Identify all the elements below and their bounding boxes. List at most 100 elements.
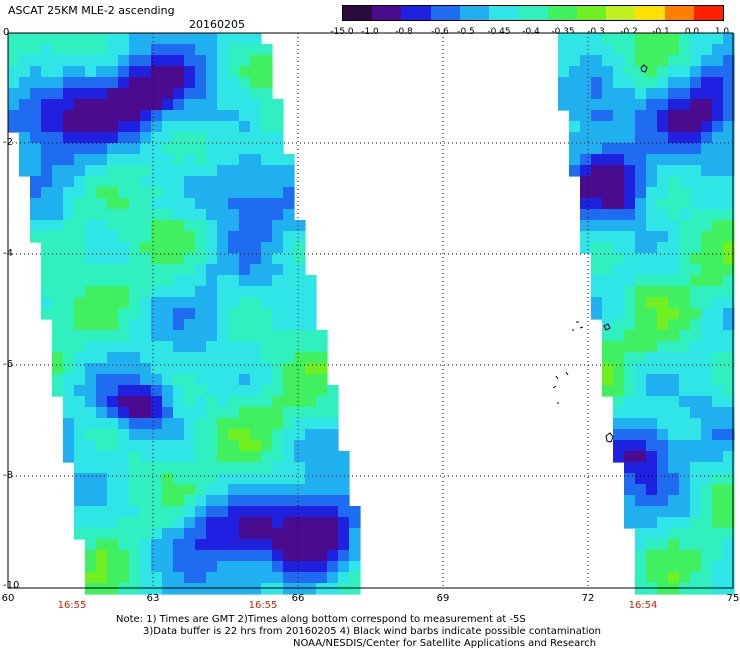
wind-cell — [52, 165, 64, 177]
wind-cell — [239, 88, 251, 100]
colorbar-tick-label: -15.0 — [330, 27, 354, 37]
wind-cell — [151, 451, 163, 463]
wind-cell — [701, 418, 713, 430]
wind-cell — [74, 429, 86, 441]
wind-cell — [85, 297, 97, 309]
wind-cell — [668, 539, 680, 551]
wind-cell — [668, 154, 680, 166]
wind-cell — [635, 44, 647, 56]
wind-cell — [690, 187, 702, 199]
wind-cell — [217, 220, 229, 232]
wind-cell — [657, 539, 669, 551]
wind-cell — [723, 143, 735, 155]
wind-cell — [118, 286, 130, 298]
wind-cell — [690, 517, 702, 529]
wind-cell — [712, 275, 724, 287]
wind-cell — [151, 308, 163, 320]
wind-cell — [283, 583, 295, 595]
wind-cell — [580, 88, 592, 100]
wind-cell — [206, 418, 218, 430]
wind-cell — [646, 242, 658, 254]
wind-cell — [162, 539, 174, 551]
wind-cell — [635, 308, 647, 320]
wind-cell — [52, 253, 64, 265]
wind-cell — [657, 88, 669, 100]
wind-cell — [239, 308, 251, 320]
wind-cell — [261, 407, 273, 419]
wind-cell — [19, 88, 31, 100]
wind-cell — [173, 187, 185, 199]
wind-cell — [690, 286, 702, 298]
wind-cell — [96, 264, 108, 276]
wind-cell — [646, 66, 658, 78]
wind-cell — [635, 572, 647, 584]
wind-cell — [591, 44, 603, 56]
wind-cell — [74, 242, 86, 254]
wind-cell — [206, 110, 218, 122]
wind-cell — [712, 66, 724, 78]
wind-cell — [635, 473, 647, 485]
wind-cell — [129, 462, 141, 474]
wind-cell — [690, 385, 702, 397]
wind-cell — [129, 572, 141, 584]
wind-cell — [723, 286, 735, 298]
wind-cell — [250, 154, 262, 166]
colorbar-tick-label: -0.2 — [620, 27, 638, 37]
wind-cell — [272, 495, 284, 507]
wind-cell — [624, 385, 636, 397]
wind-cell — [712, 583, 724, 595]
wind-cell — [30, 88, 42, 100]
wind-cell — [19, 77, 31, 89]
wind-cell — [261, 198, 273, 210]
wind-cell — [173, 110, 185, 122]
wind-cell — [569, 132, 581, 144]
wind-cell — [250, 286, 262, 298]
wind-cell — [657, 572, 669, 584]
wind-cell — [129, 319, 141, 331]
wind-cell — [206, 363, 218, 375]
wind-cell — [206, 187, 218, 199]
wind-cell — [107, 99, 119, 111]
wind-cell — [173, 220, 185, 232]
wind-cell — [107, 187, 119, 199]
wind-cell — [129, 308, 141, 320]
wind-cell — [19, 121, 31, 133]
wind-cell — [63, 154, 75, 166]
wind-cell — [613, 396, 625, 408]
wind-cell — [173, 143, 185, 155]
wind-cell — [723, 451, 735, 463]
wind-cell — [206, 231, 218, 243]
wind-cell — [316, 484, 328, 496]
wind-cell — [74, 396, 86, 408]
wind-cell — [272, 506, 284, 518]
wind-cell — [162, 242, 174, 254]
wind-cell — [701, 451, 713, 463]
wind-cell — [261, 341, 273, 353]
wind-cell — [701, 561, 713, 573]
wind-cell — [690, 110, 702, 122]
wind-cell — [63, 242, 75, 254]
wind-cell — [30, 198, 42, 210]
wind-cell — [646, 495, 658, 507]
wind-cell — [184, 88, 196, 100]
wind-cell — [129, 418, 141, 430]
wind-cell — [272, 242, 284, 254]
wind-cell — [701, 231, 713, 243]
wind-cell — [712, 33, 724, 45]
wind-cell — [118, 209, 130, 221]
wind-cell — [250, 99, 262, 111]
wind-cell — [305, 363, 317, 375]
wind-cell — [118, 297, 130, 309]
wind-cell — [195, 253, 207, 265]
wind-cell — [613, 429, 625, 441]
wind-cell — [162, 583, 174, 595]
wind-cell — [272, 286, 284, 298]
wind-cell — [668, 242, 680, 254]
wind-cell — [646, 264, 658, 276]
map-title: ASCAT 25KM MLE-2 ascending — [8, 4, 175, 17]
wind-cell — [107, 363, 119, 375]
wind-cell — [349, 583, 361, 595]
wind-cell — [646, 275, 658, 287]
wind-cell — [63, 253, 75, 265]
wind-cell — [107, 297, 119, 309]
